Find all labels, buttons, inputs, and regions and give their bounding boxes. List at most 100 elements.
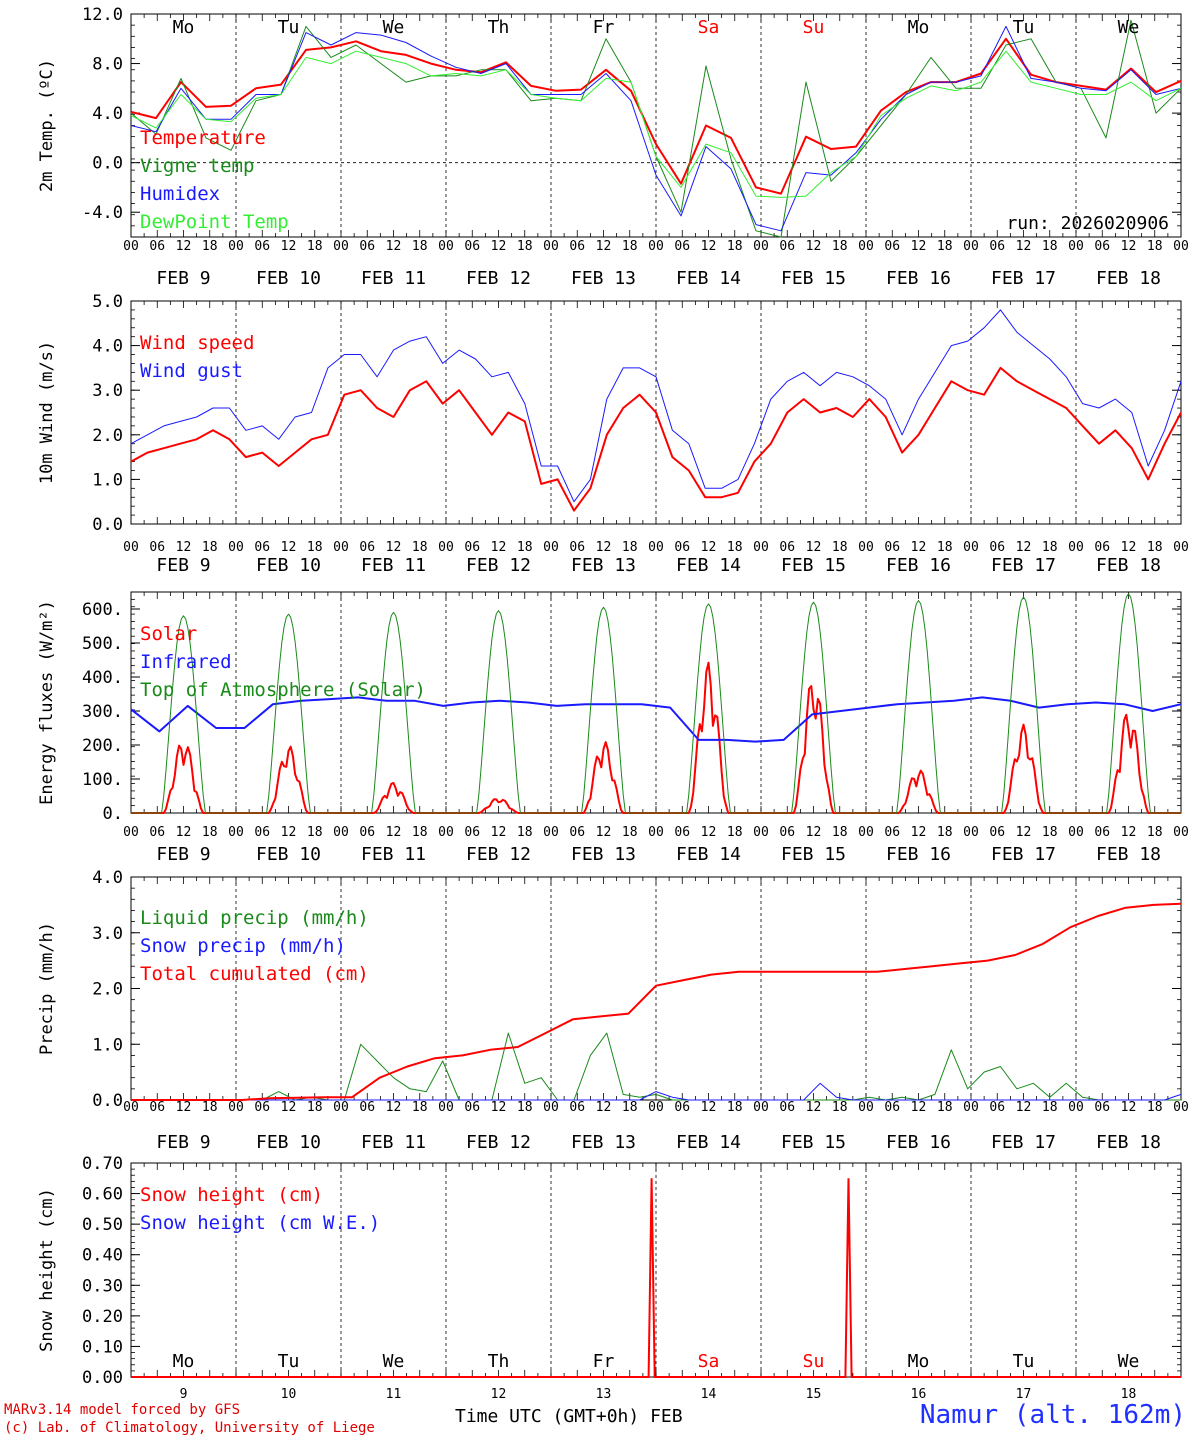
day-abbr: Mo — [173, 17, 195, 38]
x-hour-label: 06 — [359, 1100, 375, 1115]
x-hour-label: 12 — [596, 825, 612, 840]
x-hour-label: 00 — [858, 1100, 874, 1115]
x-hour-label: 00 — [648, 540, 664, 555]
x-hour-label: 18 — [1042, 1100, 1058, 1115]
y-tick-label: 100. — [82, 770, 123, 790]
x-hour-label: 12 — [281, 239, 297, 254]
x-hour-label: 18 — [832, 1100, 848, 1115]
series-snow-precip-mm-h — [131, 1082, 1182, 1101]
x-hour-label: 18 — [412, 540, 428, 555]
day-abbr: Mo — [173, 1351, 195, 1372]
x-hour-label: 06 — [779, 540, 795, 555]
day-abbr: Fr — [593, 17, 615, 38]
x-hour-label: 00 — [438, 239, 454, 254]
legend-series-snow-height-cm: Snow height (cm) — [140, 1184, 323, 1206]
x-hour-label: 18 — [1147, 239, 1163, 254]
day-abbr: Th — [488, 1351, 510, 1372]
x-hour-label: 00 — [333, 540, 349, 555]
x-hour-label: 12 — [911, 540, 927, 555]
x-hour-label: 12 — [806, 1100, 822, 1115]
x-hour-label: 06 — [254, 540, 270, 555]
x-hour-label: 00 — [753, 1100, 769, 1115]
x-hour-label: 18 — [727, 1100, 743, 1115]
x-hour-label: 00 — [228, 540, 244, 555]
x-hour-label: 06 — [569, 239, 585, 254]
x-date-label: FEB 13 — [571, 268, 636, 289]
x-hour-label: 18 — [937, 540, 953, 555]
x-hour-label: 06 — [464, 825, 480, 840]
y-tick-label: 200. — [82, 736, 123, 756]
x-hour-label: 00 — [1068, 825, 1084, 840]
day-number: 17 — [1016, 1387, 1032, 1402]
x-hour-label: 00 — [963, 540, 979, 555]
x-hour-label: 12 — [176, 1100, 192, 1115]
x-hour-label: 00 — [543, 825, 559, 840]
y-tick-label: 300. — [82, 702, 123, 722]
x-hour-label: 18 — [1042, 825, 1058, 840]
x-hour-label: 12 — [176, 540, 192, 555]
x-hour-label: 18 — [1147, 825, 1163, 840]
x-hour-label: 18 — [622, 540, 638, 555]
x-hour-label: 06 — [1094, 239, 1110, 254]
x-hour-label: 00 — [333, 1100, 349, 1115]
y-tick-label: 0.10 — [82, 1337, 123, 1357]
series-snow-height-cm — [131, 1178, 1181, 1378]
series-infrared — [130, 696, 1182, 743]
x-hour-label: 18 — [937, 825, 953, 840]
series-wind-speed — [130, 366, 1182, 512]
x-hour-label: 18 — [1147, 1100, 1163, 1115]
x-hour-label: 06 — [884, 825, 900, 840]
x-date-label: FEB 13 — [571, 555, 636, 576]
x-date-label: FEB 16 — [886, 844, 951, 865]
x-hour-label: 00 — [543, 1100, 559, 1115]
day-number: 9 — [180, 1387, 188, 1402]
x-date-label: FEB 9 — [156, 268, 210, 289]
x-hour-label: 00 — [438, 540, 454, 555]
x-hour-label: 12 — [386, 1100, 402, 1115]
day-number: 11 — [386, 1387, 402, 1402]
x-hour-label: 00 — [648, 239, 664, 254]
x-hour-label: 06 — [884, 1100, 900, 1115]
x-hour-label: 00 — [438, 1100, 454, 1115]
x-hour-label: 12 — [701, 825, 717, 840]
legend-series-total-cumulated-cm: Total cumulated (cm) — [140, 963, 369, 985]
x-date-label: FEB 12 — [466, 555, 531, 576]
x-hour-label: 18 — [412, 1100, 428, 1115]
x-hour-label: 12 — [596, 540, 612, 555]
x-hour-label: 18 — [307, 540, 323, 555]
day-abbr: Su — [803, 1351, 825, 1372]
y-tick-label: 600. — [82, 600, 123, 620]
x-date-label: FEB 14 — [676, 1132, 741, 1153]
x-date-label: FEB 17 — [991, 268, 1056, 289]
day-abbr: We — [1118, 1351, 1140, 1372]
x-hour-label: 06 — [359, 540, 375, 555]
x-hour-label: 00 — [963, 825, 979, 840]
legend-series-solar: Solar — [140, 623, 197, 645]
x-hour-label: 12 — [596, 1100, 612, 1115]
day-abbr: Su — [803, 17, 825, 38]
day-abbr: Tu — [1013, 1351, 1035, 1372]
x-date-label: FEB 18 — [1096, 1132, 1161, 1153]
x-hour-label: 18 — [1147, 540, 1163, 555]
y-tick-label: 2.0 — [92, 980, 123, 1000]
x-hour-label: 18 — [517, 1100, 533, 1115]
series-temperature — [130, 37, 1182, 195]
x-date-label: FEB 13 — [571, 844, 636, 865]
x-date-label: FEB 11 — [361, 268, 426, 289]
x-hour-label: 18 — [622, 1100, 638, 1115]
x-hour-label: 18 — [727, 239, 743, 254]
x-hour-label: 06 — [989, 1100, 1005, 1115]
x-hour-label: 18 — [307, 825, 323, 840]
y-axis-label: Snow height (cm) — [37, 1188, 57, 1352]
x-hour-label: 12 — [1016, 540, 1032, 555]
x-hour-label: 06 — [359, 825, 375, 840]
lab-credit: (c) Lab. of Climatology, University of L… — [4, 1420, 375, 1436]
x-hour-label: 00 — [963, 239, 979, 254]
x-hour-label: 06 — [989, 540, 1005, 555]
day-abbr: Tu — [1013, 17, 1035, 38]
x-date-label: FEB 14 — [676, 555, 741, 576]
x-hour-label: 06 — [569, 1100, 585, 1115]
x-date-label: FEB 10 — [256, 1132, 321, 1153]
x-hour-label: 00 — [858, 540, 874, 555]
day-number: 18 — [1121, 1387, 1137, 1402]
